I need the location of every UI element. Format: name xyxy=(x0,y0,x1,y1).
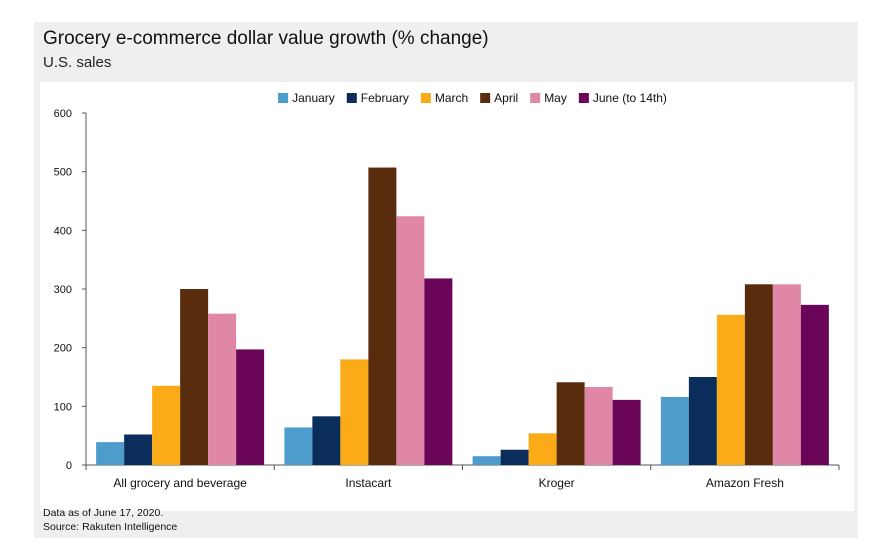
bar-instacart-june-to-14th xyxy=(424,278,453,465)
bar-instacart-april xyxy=(368,167,397,465)
bar-amazon-fresh-april xyxy=(744,284,773,465)
y-tick-label: 500 xyxy=(54,167,72,179)
y-tick-label: 600 xyxy=(54,108,72,120)
legend-swatch-january xyxy=(278,93,289,103)
bar-amazon-fresh-january xyxy=(660,396,689,465)
bar-kroger-june-to-14th xyxy=(612,399,641,465)
chart-subtitle: U.S. sales xyxy=(43,54,112,71)
footnote: Data as of June 17, 2020. Source: Rakute… xyxy=(43,506,177,534)
bar-kroger-march xyxy=(528,433,557,465)
footnote-source: Source: Rakuten Intelligence xyxy=(43,521,178,533)
chart-title: Grocery e-commerce dollar value growth (… xyxy=(43,28,489,49)
bar-all-grocery-and-beverage-march xyxy=(152,385,181,465)
bar-all-grocery-and-beverage-april xyxy=(180,289,209,465)
bar-all-grocery-and-beverage-june-to-14th xyxy=(236,349,265,465)
legend-swatch-april xyxy=(480,93,491,103)
y-tick-label: 0 xyxy=(66,460,72,472)
bars xyxy=(96,167,829,465)
bar-amazon-fresh-may xyxy=(772,284,801,465)
y-tick-label: 400 xyxy=(54,225,72,237)
bar-all-grocery-and-beverage-may xyxy=(208,313,237,465)
bar-kroger-january xyxy=(472,456,501,465)
legend-swatch-may xyxy=(530,93,541,103)
y-tick-label: 100 xyxy=(54,401,72,413)
bar-amazon-fresh-march xyxy=(716,314,745,465)
bar-amazon-fresh-june-to-14th xyxy=(800,304,829,465)
bar-instacart-january xyxy=(284,427,313,465)
bar-kroger-may xyxy=(584,386,613,465)
legend-label-may: May xyxy=(544,91,567,105)
bar-instacart-may xyxy=(396,216,425,465)
y-axis: 0 100 200 300 400 500 600 xyxy=(54,108,87,472)
legend-label-february: February xyxy=(361,91,409,105)
bar-kroger-april xyxy=(556,382,585,465)
legend-label-march: March xyxy=(435,91,468,105)
x-axis: All grocery and beverage Instacart Kroger A… xyxy=(85,464,840,490)
legend-swatch-june-to-14th xyxy=(578,93,589,103)
category-label-kroger: Kroger xyxy=(539,476,575,490)
category-label-instacart: Instacart xyxy=(345,476,392,490)
legend-label-june-to-14th: June (to 14th) xyxy=(593,91,667,105)
footnote-date: Data as of June 17, 2020. xyxy=(43,507,164,519)
category-label-amazon-fresh: Amazon Fresh xyxy=(706,476,784,490)
legend-swatch-february xyxy=(346,93,357,103)
legend-label-january: January xyxy=(292,91,335,105)
bar-all-grocery-and-beverage-january xyxy=(96,442,125,465)
legend-swatch-march xyxy=(420,93,431,103)
bar-all-grocery-and-beverage-february xyxy=(124,434,153,465)
y-tick-label: 300 xyxy=(54,284,72,296)
category-label-all-grocery-and-beverage: All grocery and beverage xyxy=(113,476,247,490)
y-tick-label: 200 xyxy=(54,343,72,355)
bar-instacart-february xyxy=(312,416,341,465)
bar-kroger-february xyxy=(500,449,529,465)
bar-amazon-fresh-february xyxy=(688,377,717,465)
chart-legend: January February March April May June (to 14t… xyxy=(278,91,667,105)
bar-instacart-march xyxy=(340,359,369,465)
legend-label-april: April xyxy=(494,91,518,105)
